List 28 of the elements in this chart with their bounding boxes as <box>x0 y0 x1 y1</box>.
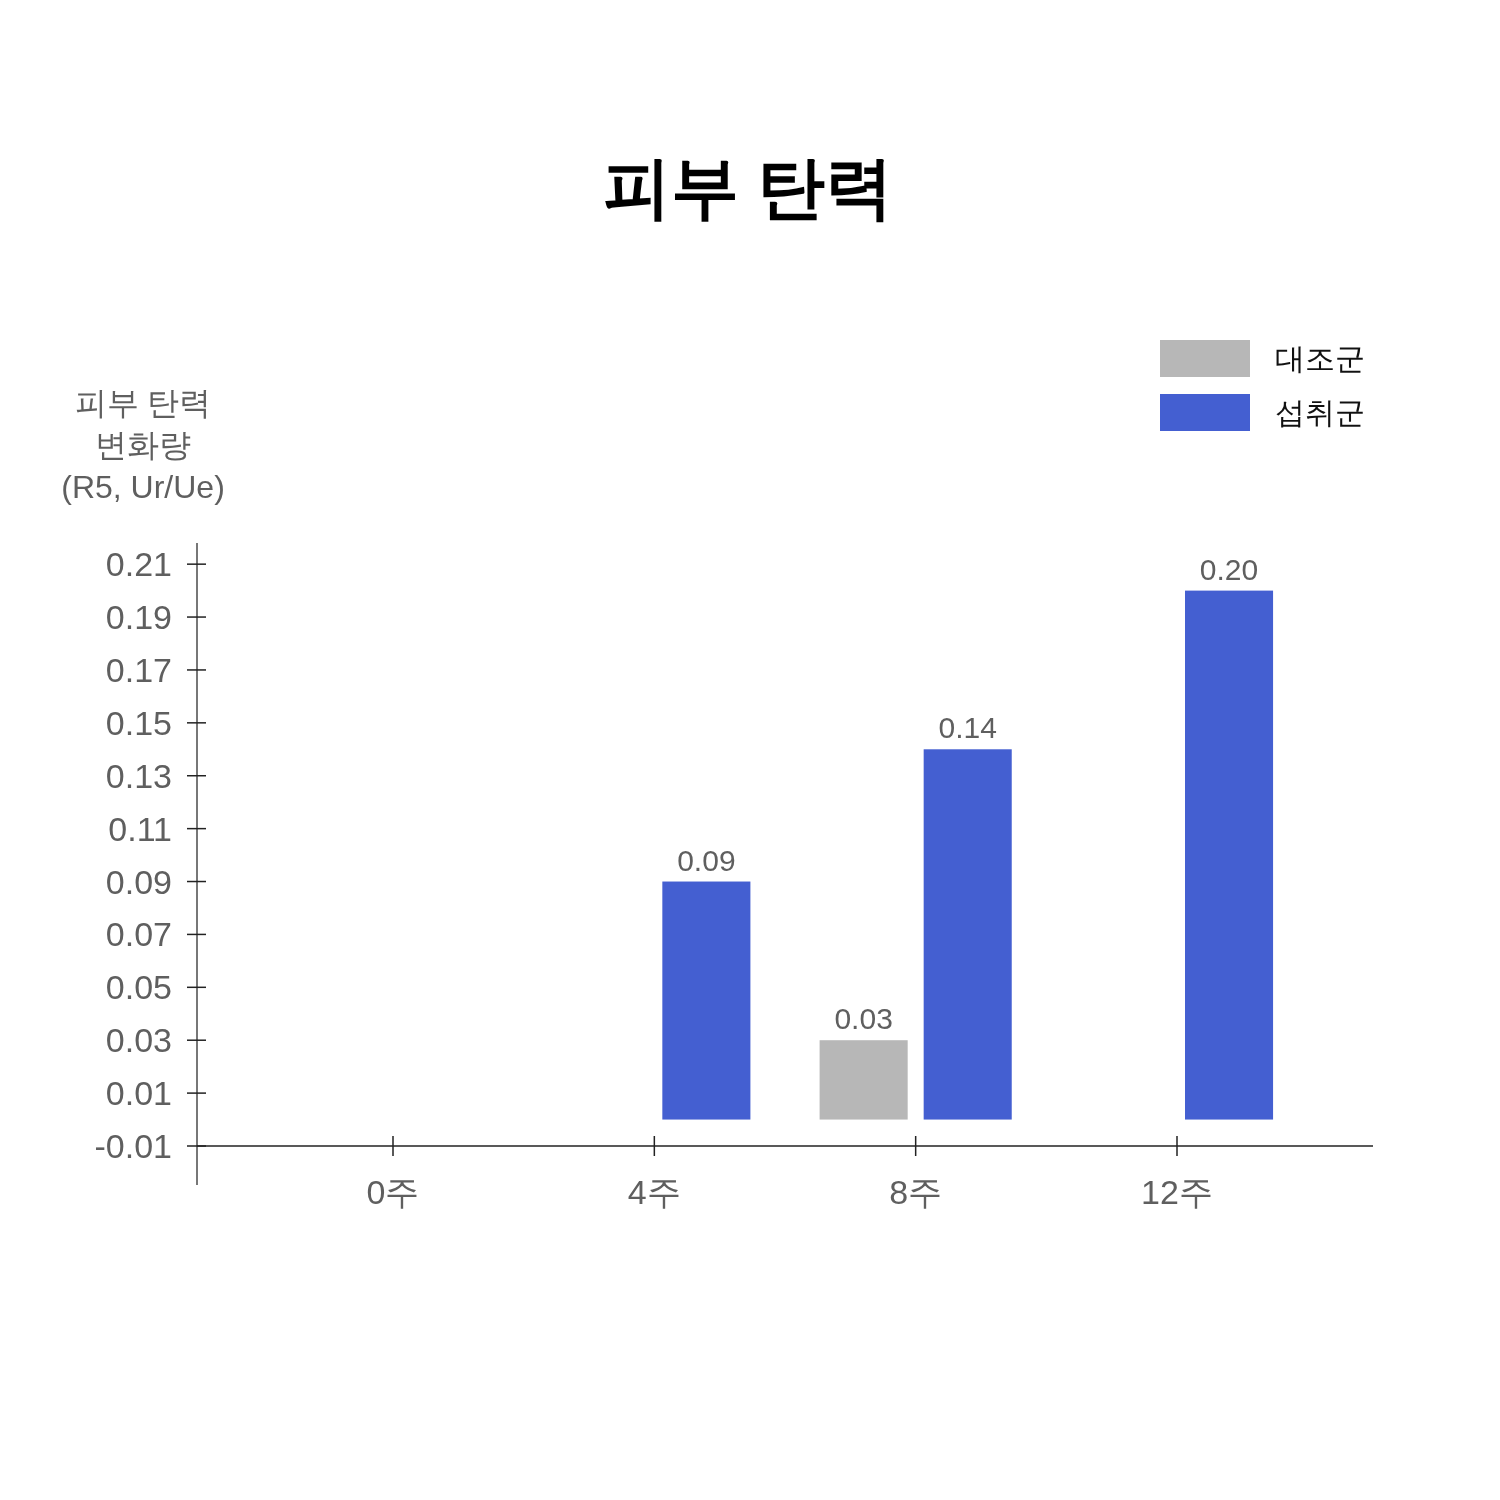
x-tick-label: 8주 <box>889 1173 943 1211</box>
chart-title: 피부 탄력 <box>602 149 894 225</box>
data-label: 0.14 <box>938 711 997 745</box>
bar <box>1185 590 1274 1120</box>
y-tick-label: -0.01 <box>94 1127 172 1165</box>
y-tick-label: 0.07 <box>105 915 172 954</box>
y-axis-title: 피부 탄력 변화량 (R5, Ur/Ue) <box>61 385 225 505</box>
data-label: 0.03 <box>834 1002 893 1036</box>
data-label: 0.20 <box>1199 552 1259 586</box>
legend-label: 섭취군 <box>1275 396 1365 429</box>
bar <box>819 1040 908 1120</box>
y-tick-label: 0.01 <box>105 1074 172 1113</box>
y-tick-label: 0.19 <box>105 598 172 637</box>
x-tick-label: 0주 <box>366 1173 420 1211</box>
y-tick-label: 0.15 <box>105 703 172 742</box>
y-tick-label: 0.03 <box>105 1021 172 1060</box>
y-tick-label: 0.11 <box>108 809 172 848</box>
y-tick-label: 0.21 <box>105 545 172 584</box>
y-tick-label: 0.05 <box>105 968 172 1007</box>
y-tick-label: 0.09 <box>105 862 172 901</box>
bar <box>923 749 1012 1120</box>
legend-label: 대조군 <box>1275 342 1365 375</box>
data-label: 0.09 <box>677 843 736 877</box>
y-tick-label: 0.13 <box>105 756 172 795</box>
bar <box>662 881 751 1120</box>
x-tick-label: 12주 <box>1141 1173 1213 1211</box>
y-tick-label: 0.17 <box>105 650 172 689</box>
x-tick-label: 4주 <box>627 1173 681 1211</box>
